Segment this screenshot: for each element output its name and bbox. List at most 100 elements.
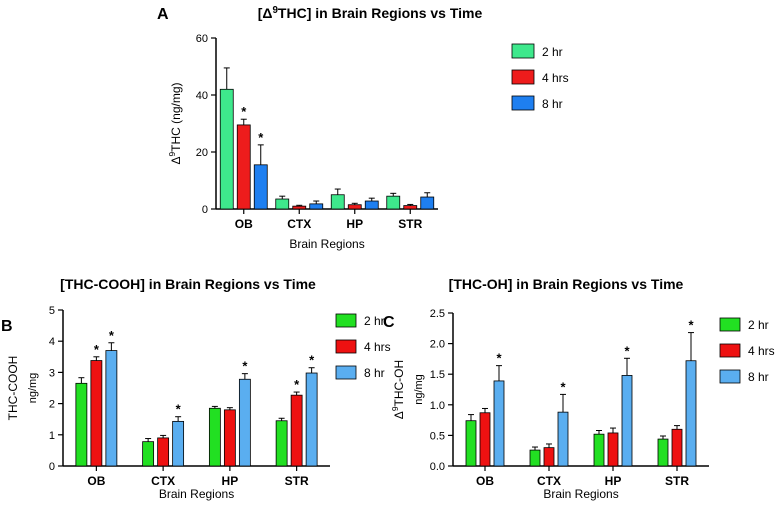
bar [290,394,303,467]
y-tick-label: 1.0 [430,400,445,412]
y-tick-label: 0 [49,461,55,473]
bar [330,194,345,210]
bar [593,433,605,467]
y-axis-label: THC-COOH [6,356,20,421]
bar [275,198,290,210]
legend-label: 2 hr [364,314,385,328]
bar [309,203,324,210]
significance-marker: * [109,328,115,343]
bar [465,420,477,467]
legend-label: 4 hrs [542,71,569,85]
x-tick-label-str: STR [285,474,309,488]
x-tick-label-hp: HP [605,474,622,488]
y-tick-label: 1.5 [430,369,445,381]
bar [364,200,379,210]
legend-label: 4 hrs [364,340,391,354]
bar [671,428,683,467]
panel-c-chart: C [THC-OH] in Brain Regions vs Time 0.0 0.5… [383,276,775,501]
y-tick-label: 60 [196,33,208,45]
panel-label: C [383,314,395,331]
bar [292,205,307,210]
legend-swatch [335,313,357,328]
bar [657,438,669,467]
legend-label: 8 hr [364,366,385,380]
x-tick-label-hp: HP [222,474,239,488]
bar [685,360,697,467]
bar [305,372,318,467]
legend-swatch [719,343,741,358]
bar [347,204,362,210]
bar [621,375,633,467]
bar [223,409,236,467]
legend-label: 2 hr [748,318,769,332]
chart-title: [THC-COOH] in Brain Regions vs Time [60,276,316,292]
bar [75,382,88,467]
significance-marker: * [294,377,300,392]
x-tick-label-str: STR [398,217,422,231]
y-tick-label: 5 [49,305,55,317]
legend-swatch [335,365,357,380]
bar [208,407,221,467]
bar [275,420,288,467]
bar [543,447,555,467]
bar [403,205,418,210]
y-tick-label: 2.5 [430,308,445,320]
legend-label: 4 hrs [748,344,775,358]
bar [105,350,118,467]
bar [219,88,234,210]
legend-swatch [335,339,357,354]
significance-marker: * [624,343,630,358]
legend-label: 8 hr [748,370,769,384]
legend-swatch [511,69,535,85]
significance-marker: * [176,402,182,417]
significance-marker: * [94,342,100,357]
x-tick-label-ctx: CTX [537,474,561,488]
y-tick-label: 2 [49,399,55,411]
x-tick-label-hp: HP [346,217,363,231]
bar [253,164,268,210]
legend-swatch [511,95,535,111]
legend-swatch [719,317,741,332]
y-tick-label: 3 [49,367,55,379]
bar [479,412,491,467]
y-tick-label: 0.5 [430,430,445,442]
x-axis-label: Brain Regions [289,237,364,251]
panel-b-chart: B [THC-COOH] in Brain Regions vs Time 0 1 2 3… [1,276,391,501]
significance-marker: * [242,359,248,374]
significance-marker: * [309,353,315,368]
y-axis-unit-label: ng/mg [27,373,39,404]
x-axis-label: Brain Regions [159,487,234,501]
x-tick-label-ob: OB [476,474,494,488]
x-tick-label-str: STR [665,474,689,488]
bar [142,441,155,467]
x-tick-label-ob: OB [87,474,105,488]
chart-title: [Δ9THC] in Brain Regions vs Time [258,5,483,22]
y-axis-label: Δ9THC (ng/mg) [167,82,183,164]
legend-swatch [511,43,535,59]
significance-marker: * [496,351,502,366]
y-tick-label: 20 [196,147,208,159]
bar [238,378,251,467]
panel-a-chart: A [Δ9THC] in Brain Regions vs Time 0 20 40 60… [157,5,569,252]
significance-marker: * [560,379,566,394]
panel-label: B [1,318,13,335]
x-tick-label-ctx: CTX [151,474,175,488]
bar [607,432,619,467]
bar [236,124,251,210]
y-tick-label: 1 [49,430,55,442]
y-tick-label: 4 [49,336,55,348]
y-axis-label: Δ9THC-OH [390,360,406,419]
significance-marker: * [241,104,247,119]
y-tick-label: 40 [196,90,208,102]
y-tick-label: 0 [202,204,208,216]
y-tick-label: 0.0 [430,461,445,473]
bar [493,380,505,467]
panel-label: A [157,6,169,23]
bar [90,360,103,467]
bar [157,437,170,467]
bar [420,196,435,210]
legend-swatch [719,369,741,384]
bar [386,195,401,210]
legend-label: 8 hr [542,97,563,111]
y-axis-unit-label: ng/mg [413,374,425,405]
